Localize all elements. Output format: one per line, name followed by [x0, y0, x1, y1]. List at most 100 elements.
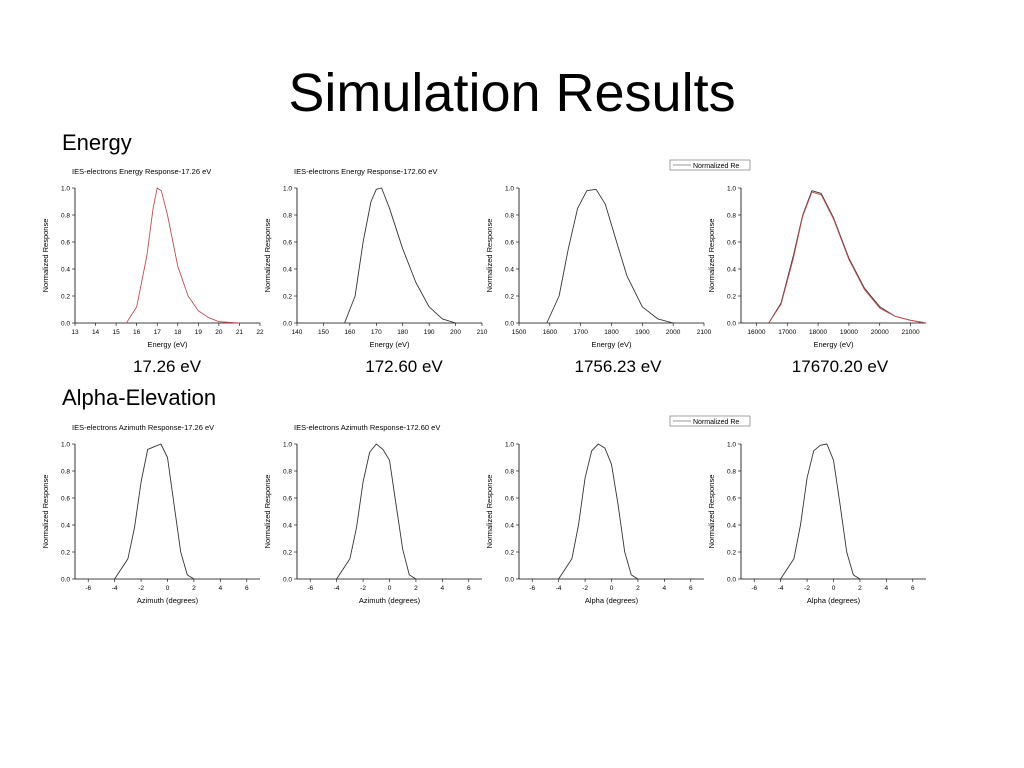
y-tick-label: 0.0: [505, 577, 514, 584]
slide-title: Simulation Results: [288, 63, 736, 123]
series-line-0: [546, 188, 674, 324]
energy-heading: Energy: [62, 130, 132, 155]
x-tick-label: 1500: [512, 329, 527, 336]
x-tick-label: 21: [236, 329, 244, 336]
x-tick-label: 2000: [666, 329, 681, 336]
y-tick-label: 1.0: [505, 442, 514, 449]
x-tick-label: 20: [215, 329, 223, 336]
y-tick-label: 0.4: [505, 523, 514, 530]
y-axis-label: Normalized Response: [485, 219, 494, 293]
y-tick-label: 0.0: [727, 577, 736, 584]
legend-label: Normalized Re: [693, 419, 739, 426]
y-tick-label: 0.8: [283, 213, 292, 220]
energy-chart-17670-eV: 0.0 0.2 0.4 0.6 0.8 1.0 16000 17000 18000 19000 20…: [707, 186, 927, 349]
y-tick-label: 0.4: [61, 523, 70, 530]
series-line-0: [126, 187, 240, 324]
x-tick-label: 18000: [809, 329, 827, 336]
y-tick-label: 0.8: [61, 213, 70, 220]
series-line-1: [768, 191, 927, 324]
y-tick-label: 0.2: [61, 294, 70, 301]
x-tick-label: 13: [71, 329, 79, 336]
y-axis-label: Normalized Response: [41, 219, 50, 293]
x-tick-label: 18: [174, 329, 182, 336]
y-tick-label: 0.6: [283, 496, 292, 503]
y-tick-label: 0.6: [283, 240, 292, 247]
y-tick-label: 0.0: [727, 321, 736, 328]
x-tick-label: 2100: [697, 329, 712, 336]
y-tick-label: 0.2: [283, 550, 292, 557]
x-tick-label: 4: [219, 585, 223, 592]
x-tick-label: 6: [689, 585, 693, 592]
series-line-0: [336, 443, 417, 580]
y-tick-label: 0.4: [283, 267, 292, 274]
x-tick-label: 2: [636, 585, 640, 592]
y-tick-label: 0.8: [505, 213, 514, 220]
y-tick-label: 0.6: [61, 240, 70, 247]
x-tick-label: -4: [112, 585, 118, 592]
azimuth-chart-172-eV: IES-electrons Azimuth Response-172.60 eV…: [263, 423, 482, 605]
y-tick-label: 1.0: [505, 186, 514, 193]
x-tick-label: -6: [751, 585, 757, 592]
y-tick-label: 0.2: [283, 294, 292, 301]
x-tick-label: -4: [556, 585, 562, 592]
x-tick-label: 1900: [635, 329, 650, 336]
y-tick-label: 0.0: [283, 577, 292, 584]
series-line-0: [780, 443, 861, 580]
x-tick-label: -2: [138, 585, 144, 592]
y-tick-label: 0.4: [727, 523, 736, 530]
x-tick-label: 14: [92, 329, 100, 336]
y-tick-label: 1.0: [61, 442, 70, 449]
y-tick-label: 0.8: [727, 469, 736, 476]
y-tick-label: 0.0: [283, 321, 292, 328]
x-axis-label: Azimuth (degrees): [359, 596, 421, 605]
x-tick-label: 6: [245, 585, 249, 592]
energy-chart-17-eV: IES-electrons Energy Response-17.26 eV 0.…: [41, 167, 264, 349]
x-tick-label: 180: [397, 329, 408, 336]
x-tick-label: 2: [414, 585, 418, 592]
caption-1756-eV: 1756.23 eV: [574, 357, 662, 376]
x-tick-label: 0: [610, 585, 614, 592]
y-tick-label: 0.6: [727, 240, 736, 247]
y-tick-label: 0.6: [61, 496, 70, 503]
chart-title: IES-electrons Azimuth Response-17.26 eV: [72, 423, 214, 432]
y-axis-label: Normalized Response: [41, 475, 50, 549]
x-tick-label: -6: [85, 585, 91, 592]
y-axis-label: Normalized Response: [263, 219, 272, 293]
y-tick-label: 0.8: [61, 469, 70, 476]
x-tick-label: 140: [292, 329, 303, 336]
y-tick-label: 1.0: [61, 186, 70, 193]
x-tick-label: 1800: [604, 329, 619, 336]
x-tick-label: 22: [256, 329, 264, 336]
y-tick-label: 1.0: [283, 442, 292, 449]
x-tick-label: -4: [778, 585, 784, 592]
alpha-elevation-heading: Alpha-Elevation: [62, 385, 217, 410]
chart-title: IES-electrons Energy Response-172.60 eV: [294, 167, 437, 176]
x-tick-label: 6: [467, 585, 471, 592]
y-axis-label: Normalized Response: [707, 475, 716, 549]
x-axis-label: Alpha (degrees): [585, 596, 639, 605]
legend-box: [669, 159, 751, 171]
x-tick-label: -2: [582, 585, 588, 592]
x-axis-label: Energy (eV): [369, 340, 410, 349]
y-tick-label: 0.4: [283, 523, 292, 530]
chart-title: IES-electrons Azimuth Response-172.60 eV: [294, 423, 440, 432]
x-tick-label: 2: [858, 585, 862, 592]
x-tick-label: 4: [885, 585, 889, 592]
x-tick-label: 19000: [840, 329, 858, 336]
y-tick-label: 0.4: [727, 267, 736, 274]
x-axis-label: Azimuth (degrees): [137, 596, 199, 605]
x-tick-label: 16000: [747, 329, 765, 336]
caption-172-eV: 172.60 eV: [365, 357, 443, 376]
x-tick-label: 1600: [543, 329, 558, 336]
x-tick-label: 210: [477, 329, 488, 336]
y-tick-label: 0.4: [505, 267, 514, 274]
y-tick-label: 0.2: [505, 294, 514, 301]
x-tick-label: -6: [529, 585, 535, 592]
x-tick-label: 200: [450, 329, 461, 336]
y-tick-label: 1.0: [727, 186, 736, 193]
x-tick-label: 6: [911, 585, 915, 592]
chart-title: IES-electrons Energy Response-17.26 eV: [72, 167, 211, 176]
x-tick-label: 17: [154, 329, 162, 336]
x-tick-label: 2: [192, 585, 196, 592]
y-tick-label: 0.2: [727, 550, 736, 557]
